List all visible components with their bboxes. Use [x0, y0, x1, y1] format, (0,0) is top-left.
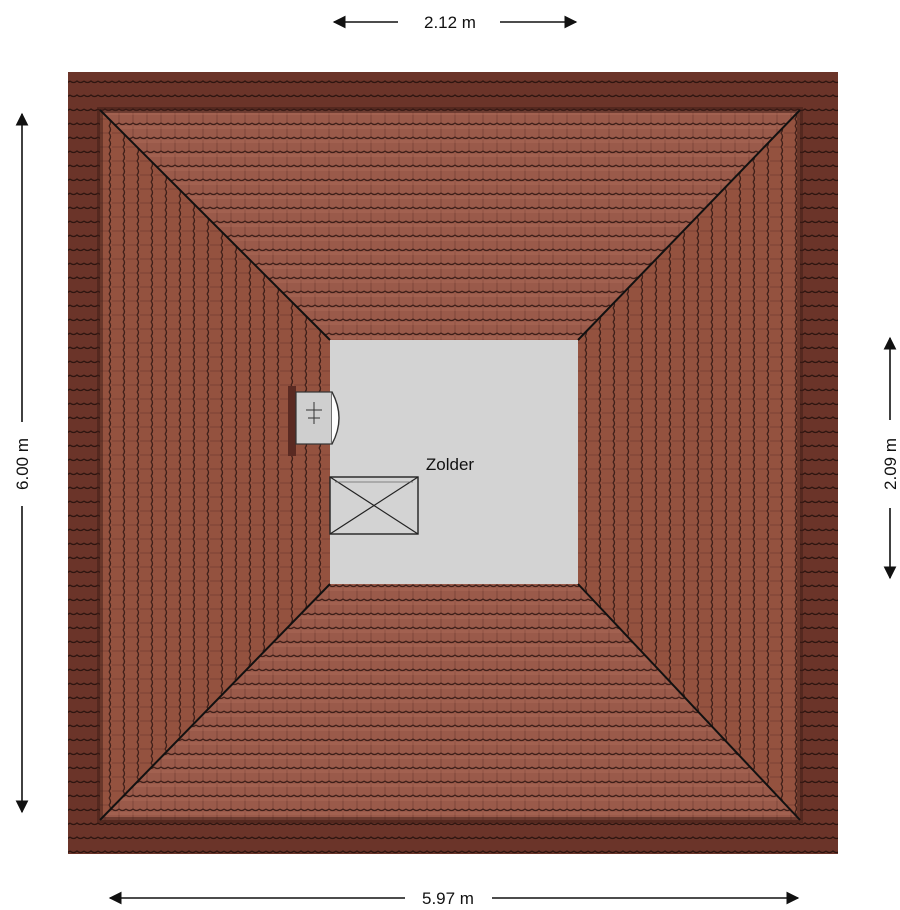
room-zolder: [330, 340, 578, 584]
dimension-bottom-label: 5.97 m: [422, 889, 474, 908]
roof-plane-top: [100, 110, 800, 340]
dimension-right-label: 2.09 m: [881, 438, 900, 490]
dimension-top: 2.12 m: [332, 13, 578, 32]
roof-planes: [97, 107, 803, 823]
attic-hatch: [329, 476, 419, 535]
roof-plane-bottom: [100, 584, 800, 820]
room-label-zolder: Zolder: [426, 455, 475, 474]
roof-shadow-inner: [97, 107, 803, 823]
dimension-left: 6.00 m: [13, 112, 32, 814]
dimension-top-label: 2.12 m: [424, 13, 476, 32]
dimension-bottom: 5.97 m: [108, 889, 800, 908]
dimension-left-label: 6.00 m: [13, 438, 32, 490]
dimension-right: 2.09 m: [881, 336, 900, 580]
hip-lines: [99, 109, 801, 821]
roof-window: [288, 386, 340, 456]
